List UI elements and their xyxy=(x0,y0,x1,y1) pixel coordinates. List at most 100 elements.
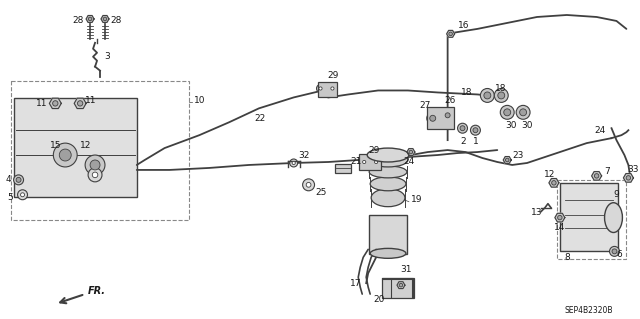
Circle shape xyxy=(409,150,413,154)
FancyBboxPatch shape xyxy=(335,164,351,173)
Text: 12: 12 xyxy=(544,170,556,179)
Text: 1: 1 xyxy=(474,137,479,146)
Circle shape xyxy=(520,109,527,116)
Circle shape xyxy=(290,159,298,167)
Polygon shape xyxy=(549,179,559,187)
Circle shape xyxy=(52,101,58,106)
Circle shape xyxy=(372,158,380,166)
Text: 8: 8 xyxy=(565,253,571,262)
Circle shape xyxy=(331,87,334,90)
Text: 7: 7 xyxy=(605,167,611,176)
Circle shape xyxy=(498,92,505,99)
Text: 19: 19 xyxy=(411,195,422,204)
Text: 18: 18 xyxy=(495,84,507,93)
Circle shape xyxy=(504,109,511,116)
Polygon shape xyxy=(447,30,454,37)
Circle shape xyxy=(626,176,630,180)
Text: 22: 22 xyxy=(254,114,265,123)
Circle shape xyxy=(443,110,452,120)
Polygon shape xyxy=(555,213,565,222)
Text: 11: 11 xyxy=(85,96,97,105)
Text: 16: 16 xyxy=(458,21,469,30)
FancyBboxPatch shape xyxy=(560,183,618,251)
Text: 4: 4 xyxy=(6,175,12,184)
Polygon shape xyxy=(49,98,61,108)
Circle shape xyxy=(88,17,92,21)
Text: 29: 29 xyxy=(368,145,380,155)
Circle shape xyxy=(470,125,481,135)
Polygon shape xyxy=(503,157,511,163)
Text: 25: 25 xyxy=(316,188,327,197)
Text: 6: 6 xyxy=(616,250,622,259)
FancyBboxPatch shape xyxy=(382,278,414,298)
Polygon shape xyxy=(74,98,86,108)
Circle shape xyxy=(557,215,562,220)
Circle shape xyxy=(445,113,450,118)
Circle shape xyxy=(77,101,83,106)
Circle shape xyxy=(429,115,436,121)
Circle shape xyxy=(427,112,438,124)
Ellipse shape xyxy=(371,189,405,207)
Circle shape xyxy=(609,246,620,256)
Text: 10: 10 xyxy=(195,96,206,105)
Circle shape xyxy=(103,17,107,21)
Ellipse shape xyxy=(370,249,406,258)
FancyBboxPatch shape xyxy=(369,215,407,254)
Circle shape xyxy=(506,158,509,162)
Text: 24: 24 xyxy=(595,126,606,135)
Text: 28: 28 xyxy=(110,17,122,26)
Ellipse shape xyxy=(367,148,409,162)
Circle shape xyxy=(13,175,24,185)
Circle shape xyxy=(552,181,556,185)
FancyBboxPatch shape xyxy=(317,82,337,97)
Text: 32: 32 xyxy=(299,151,310,160)
Text: 30: 30 xyxy=(521,121,532,130)
Polygon shape xyxy=(591,172,602,180)
Text: 30: 30 xyxy=(505,121,516,130)
Circle shape xyxy=(328,85,337,93)
Circle shape xyxy=(292,161,295,165)
Circle shape xyxy=(494,88,508,102)
Text: 20: 20 xyxy=(373,294,385,304)
Polygon shape xyxy=(623,174,634,182)
Circle shape xyxy=(374,160,378,164)
Ellipse shape xyxy=(370,177,406,191)
Text: 29: 29 xyxy=(328,71,339,80)
Circle shape xyxy=(90,160,100,170)
Circle shape xyxy=(363,160,366,164)
Ellipse shape xyxy=(369,166,407,178)
Polygon shape xyxy=(86,16,94,22)
Circle shape xyxy=(516,105,530,119)
Text: SEP4B2320B: SEP4B2320B xyxy=(565,307,613,315)
Text: 27: 27 xyxy=(420,101,431,110)
Circle shape xyxy=(20,193,24,197)
Text: 26: 26 xyxy=(445,96,456,105)
FancyBboxPatch shape xyxy=(359,154,381,170)
Circle shape xyxy=(449,32,452,36)
FancyBboxPatch shape xyxy=(13,99,137,197)
Text: 23: 23 xyxy=(512,151,524,160)
Text: 18: 18 xyxy=(461,88,472,97)
Text: 21: 21 xyxy=(350,158,362,167)
Text: 5: 5 xyxy=(8,193,13,202)
Text: 3: 3 xyxy=(104,52,109,61)
Circle shape xyxy=(53,143,77,167)
Circle shape xyxy=(303,179,314,191)
Circle shape xyxy=(17,190,28,200)
Text: 28: 28 xyxy=(72,17,84,26)
Text: 33: 33 xyxy=(627,166,639,174)
Polygon shape xyxy=(101,16,109,22)
Text: 17: 17 xyxy=(350,279,362,288)
Circle shape xyxy=(481,88,494,102)
Text: 12: 12 xyxy=(80,141,92,150)
Text: FR.: FR. xyxy=(88,286,106,296)
Ellipse shape xyxy=(605,203,623,233)
Circle shape xyxy=(612,249,617,254)
Text: 11: 11 xyxy=(35,99,47,108)
FancyBboxPatch shape xyxy=(427,108,454,129)
FancyArrowPatch shape xyxy=(60,295,83,303)
Circle shape xyxy=(317,85,324,93)
Circle shape xyxy=(306,182,311,187)
Circle shape xyxy=(399,283,403,287)
Circle shape xyxy=(92,172,98,178)
